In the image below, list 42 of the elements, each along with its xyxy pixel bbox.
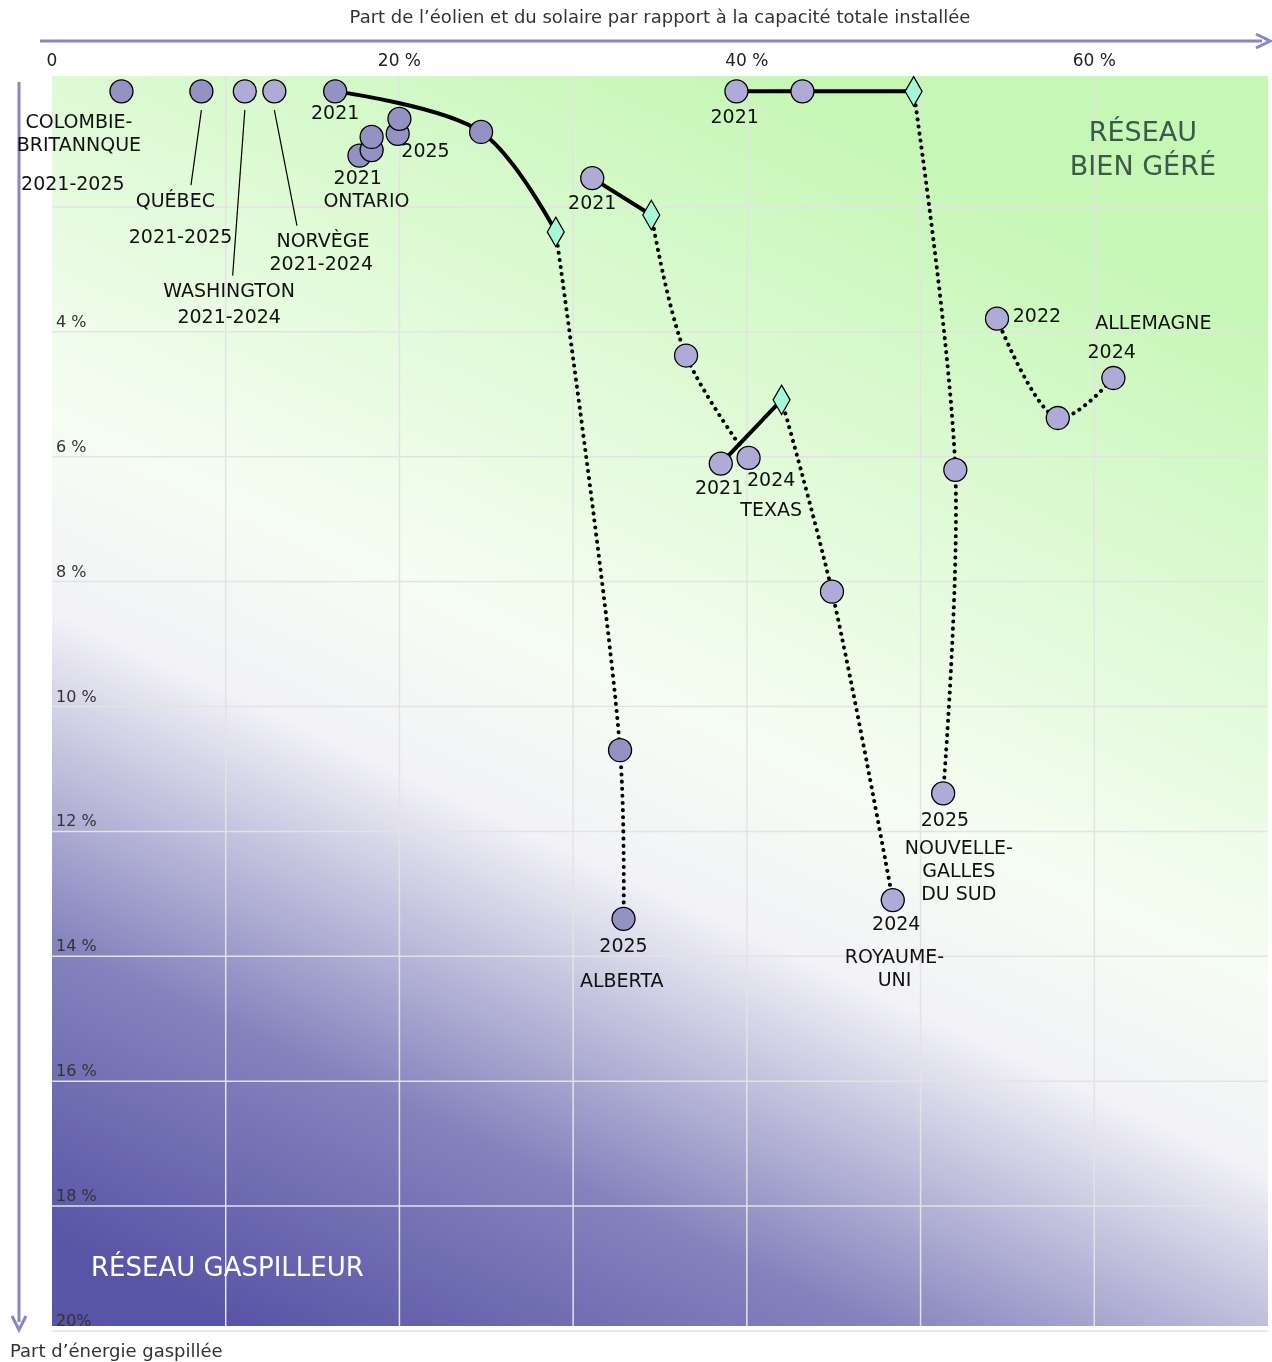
annotation: ROYAUME- UNI xyxy=(844,944,945,990)
annotation: 2021 xyxy=(710,104,759,127)
y-tick-label: 16 % xyxy=(56,1061,97,1081)
x-tick-label: 40 % xyxy=(725,50,769,70)
annotation: WASHINGTON xyxy=(163,278,296,301)
annotation: NORVÈGE xyxy=(276,228,370,251)
annotation: 2021 xyxy=(568,190,617,213)
y-tick-label: 18 % xyxy=(56,1186,97,1206)
y-axis-title: Part d’énergie gaspillée xyxy=(10,1340,223,1361)
annotation: NOUVELLE- GALLES DU SUD xyxy=(904,835,1013,904)
annotation: 2025 xyxy=(920,807,970,830)
annotation: 2021-2025 xyxy=(128,224,233,247)
x-tick-label: 0 xyxy=(46,50,58,70)
annotation: ALLEMAGNE xyxy=(1095,310,1212,333)
annotation: 2021 xyxy=(694,475,744,498)
y-tick-label: 14 % xyxy=(56,936,97,956)
x-tick-label: 60 % xyxy=(1072,50,1116,70)
annotation: 2021-2024 xyxy=(269,251,374,274)
annotation: 2021-2025 xyxy=(21,171,125,194)
annotation: 2022 xyxy=(1012,303,1062,326)
annotation: 2021 xyxy=(333,165,382,188)
x-axis-title: Part de l’éolien et du solaire par rapport à la capacité totale installée xyxy=(349,6,971,27)
y-tick-label: 8 % xyxy=(56,561,87,581)
y-tick-label: 6 % xyxy=(56,436,87,456)
annotation: RÉSEAU BIEN GÉRÉ xyxy=(1069,115,1216,181)
annotation: 2021 xyxy=(310,100,360,123)
y-tick-label: 12 % xyxy=(56,811,97,831)
x-tick-label: 20 % xyxy=(377,50,422,70)
annotation: 2024 xyxy=(872,911,921,934)
annotation: ALBERTA xyxy=(579,968,664,991)
y-tick-label: 10 % xyxy=(56,686,97,706)
annotation: 2024 xyxy=(1087,339,1136,362)
annotation: 2021-2024 xyxy=(177,304,281,327)
annotation: TEXAS xyxy=(739,497,803,520)
annotation: 2024 xyxy=(747,467,796,490)
annotation: QUÉBEC xyxy=(135,188,215,211)
annotation: 2025 xyxy=(401,138,450,161)
y-tick-label: 4 % xyxy=(56,311,87,331)
y-tick-label: 20% xyxy=(56,1311,92,1330)
annotation: COLOMBIE- BRITANNQUE xyxy=(16,109,142,155)
annotation: ONTARIO xyxy=(323,188,410,211)
annotation: 2025 xyxy=(599,933,648,956)
